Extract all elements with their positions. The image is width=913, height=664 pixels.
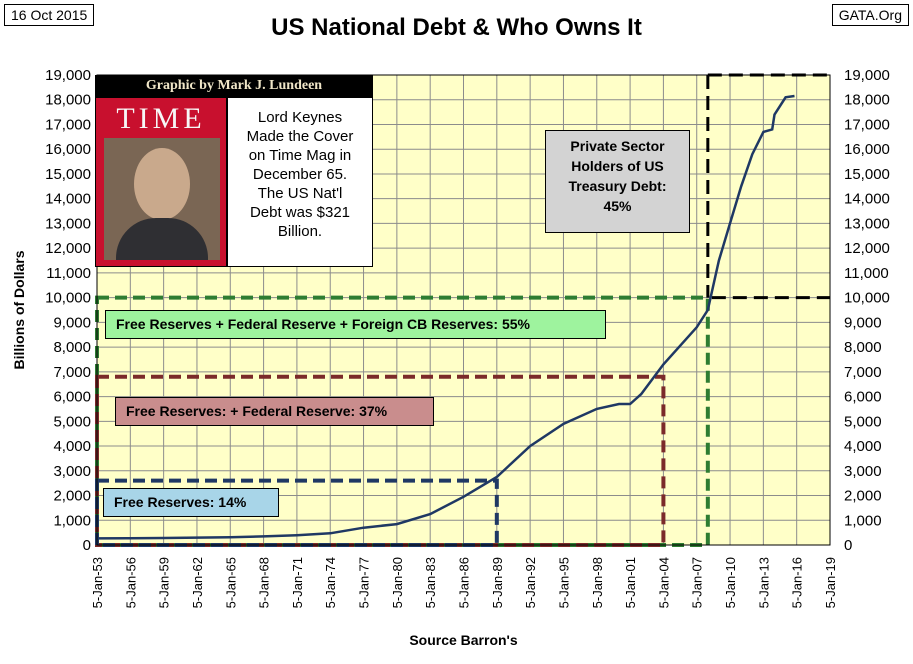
private-sector-label: Private Sector Holders of US Treasury De… — [545, 130, 690, 233]
x-tick-label: 5-Jan-65 — [223, 557, 238, 608]
note-line: Made the Cover — [246, 128, 354, 145]
y-tick-label-left: 11,000 — [46, 265, 91, 282]
private-sector-box — [706, 73, 830, 300]
y-tick-label-left: 14,000 — [45, 191, 91, 208]
chart-title: US National Debt & Who Owns It — [271, 14, 642, 41]
y-tick-label-right: 1,000 — [844, 512, 882, 529]
y-tick-label-left: 4,000 — [53, 438, 91, 455]
y-tick-label-left: 3,000 — [53, 463, 91, 480]
note-line: December 65. — [252, 166, 348, 183]
note-line: on Time Mag in — [248, 147, 352, 164]
x-tick-label: 5-Jan-71 — [290, 557, 305, 608]
y-tick-label-left: 8,000 — [53, 339, 91, 356]
y-tick-label-right: 9,000 — [844, 314, 882, 331]
x-tick-label: 5-Jan-80 — [390, 557, 405, 608]
keynes-portrait — [104, 138, 220, 260]
x-tick-label: 5-Jan-01 — [623, 557, 638, 608]
tick-labels: 0 0 1,000 1,000 2,000 2,000 3,000 3,000 4,000 4,0… — [45, 67, 890, 608]
y-tick-label-left: 9,000 — [53, 314, 91, 331]
y-tick-label-left: 15,000 — [45, 166, 91, 183]
reserves-55-label: Free Reserves + Federal Reserve + Foreig… — [105, 310, 606, 339]
x-tick-label: 5-Jan-92 — [523, 557, 538, 608]
x-tick-label: 5-Jan-95 — [556, 557, 571, 608]
x-tick-label: 5-Jan-13 — [756, 557, 771, 608]
x-tick-label: 5-Jan-04 — [656, 557, 671, 608]
x-tick-label: 5-Jan-53 — [90, 557, 105, 608]
y-tick-label-left: 17,000 — [45, 116, 91, 133]
x-tick-label: 5-Jan-89 — [490, 557, 505, 608]
reserves-37-label: Free Reserves: + Federal Reserve: 37% — [115, 397, 434, 426]
y-tick-label-left: 19,000 — [45, 67, 91, 84]
x-tick-label: 5-Jan-86 — [457, 557, 472, 608]
y-tick-label-right: 18,000 — [844, 92, 890, 109]
cover-masthead: TIME — [116, 102, 206, 135]
y-tick-label-right: 16,000 — [844, 141, 890, 158]
y-tick-label-left: 12,000 — [45, 240, 91, 257]
y-tick-label-right: 3,000 — [844, 463, 882, 480]
y-tick-label-left: 1,000 — [53, 512, 91, 529]
credit-banner: Graphic by Mark J. Lundeen — [95, 75, 373, 97]
source-tag: GATA.Org — [831, 4, 909, 26]
y-tick-label-right: 10,000 — [844, 290, 890, 307]
portrait-body — [116, 218, 208, 260]
time-cover-image: TIME — [95, 97, 227, 267]
y-tick-label-left: 13,000 — [45, 215, 91, 232]
portrait-head — [134, 148, 190, 220]
y-tick-label-right: 2,000 — [844, 488, 882, 505]
y-tick-label-right: 13,000 — [844, 215, 890, 232]
keynes-note: Lord Keynes Made the Cover on Time Mag i… — [227, 97, 373, 267]
x-tick-label: 5-Jan-74 — [323, 557, 338, 608]
y-tick-label-left: 5,000 — [53, 413, 91, 430]
y-tick-label-left: 0 — [83, 537, 91, 554]
x-tick-label: 5-Jan-62 — [190, 557, 205, 608]
x-tick-label: 5-Jan-98 — [590, 557, 605, 608]
y-tick-label-left: 18,000 — [45, 92, 91, 109]
y-tick-label-left: 6,000 — [53, 389, 91, 406]
debt-series-line — [96, 94, 795, 540]
x-tick-label: 5-Jan-56 — [123, 557, 138, 608]
private-line: 45% — [603, 198, 632, 214]
y-tick-label-right: 6,000 — [844, 389, 882, 406]
date-box: 16 Oct 2015 — [4, 4, 95, 26]
x-tick-label: 5-Jan-68 — [257, 557, 272, 608]
x-tick-label: 5-Jan-83 — [423, 557, 438, 608]
x-tick-label: 5-Jan-07 — [690, 557, 705, 608]
note-line: The US Nat'l — [257, 185, 343, 202]
x-tick-label: 5-Jan-59 — [157, 557, 172, 608]
y-tick-label-left: 16,000 — [45, 141, 91, 158]
y-tick-label-right: 5,000 — [844, 413, 882, 430]
x-tick-label: 5-Jan-16 — [790, 557, 805, 608]
x-tick-label: 5-Jan-10 — [723, 557, 738, 608]
y-tick-label-right: 15,000 — [844, 166, 890, 183]
y-axis-label: Billions of Dollars — [11, 250, 27, 369]
y-tick-label-left: 2,000 — [53, 488, 91, 505]
y-tick-label-right: 11,000 — [844, 265, 889, 282]
y-tick-label-right: 12,000 — [844, 240, 890, 257]
reserves-14-label: Free Reserves: 14% — [103, 488, 279, 517]
note-line: Lord Keynes — [257, 109, 343, 126]
y-tick-label-right: 8,000 — [844, 339, 882, 356]
y-tick-label-left: 7,000 — [53, 364, 91, 381]
x-tick-label: 5-Jan-19 — [823, 557, 838, 608]
y-tick-label-right: 0 — [844, 537, 852, 554]
private-line: Private Sector — [570, 138, 665, 154]
private-line: Holders of US — [571, 158, 664, 174]
x-axis-label: Source Barron's — [409, 632, 518, 648]
x-tick-label: 5-Jan-77 — [357, 557, 372, 608]
private-line: Treasury Debt: — [568, 178, 667, 194]
y-tick-label-right: 17,000 — [844, 116, 890, 133]
y-tick-label-right: 7,000 — [844, 364, 882, 381]
note-line: Billion. — [277, 223, 323, 240]
plot-border — [96, 74, 831, 546]
y-tick-label-right: 4,000 — [844, 438, 882, 455]
y-tick-label-right: 19,000 — [844, 67, 890, 84]
y-tick-label-left: 10,000 — [45, 290, 91, 307]
note-line: Debt was $321 — [249, 204, 351, 221]
y-tick-label-right: 14,000 — [844, 191, 890, 208]
